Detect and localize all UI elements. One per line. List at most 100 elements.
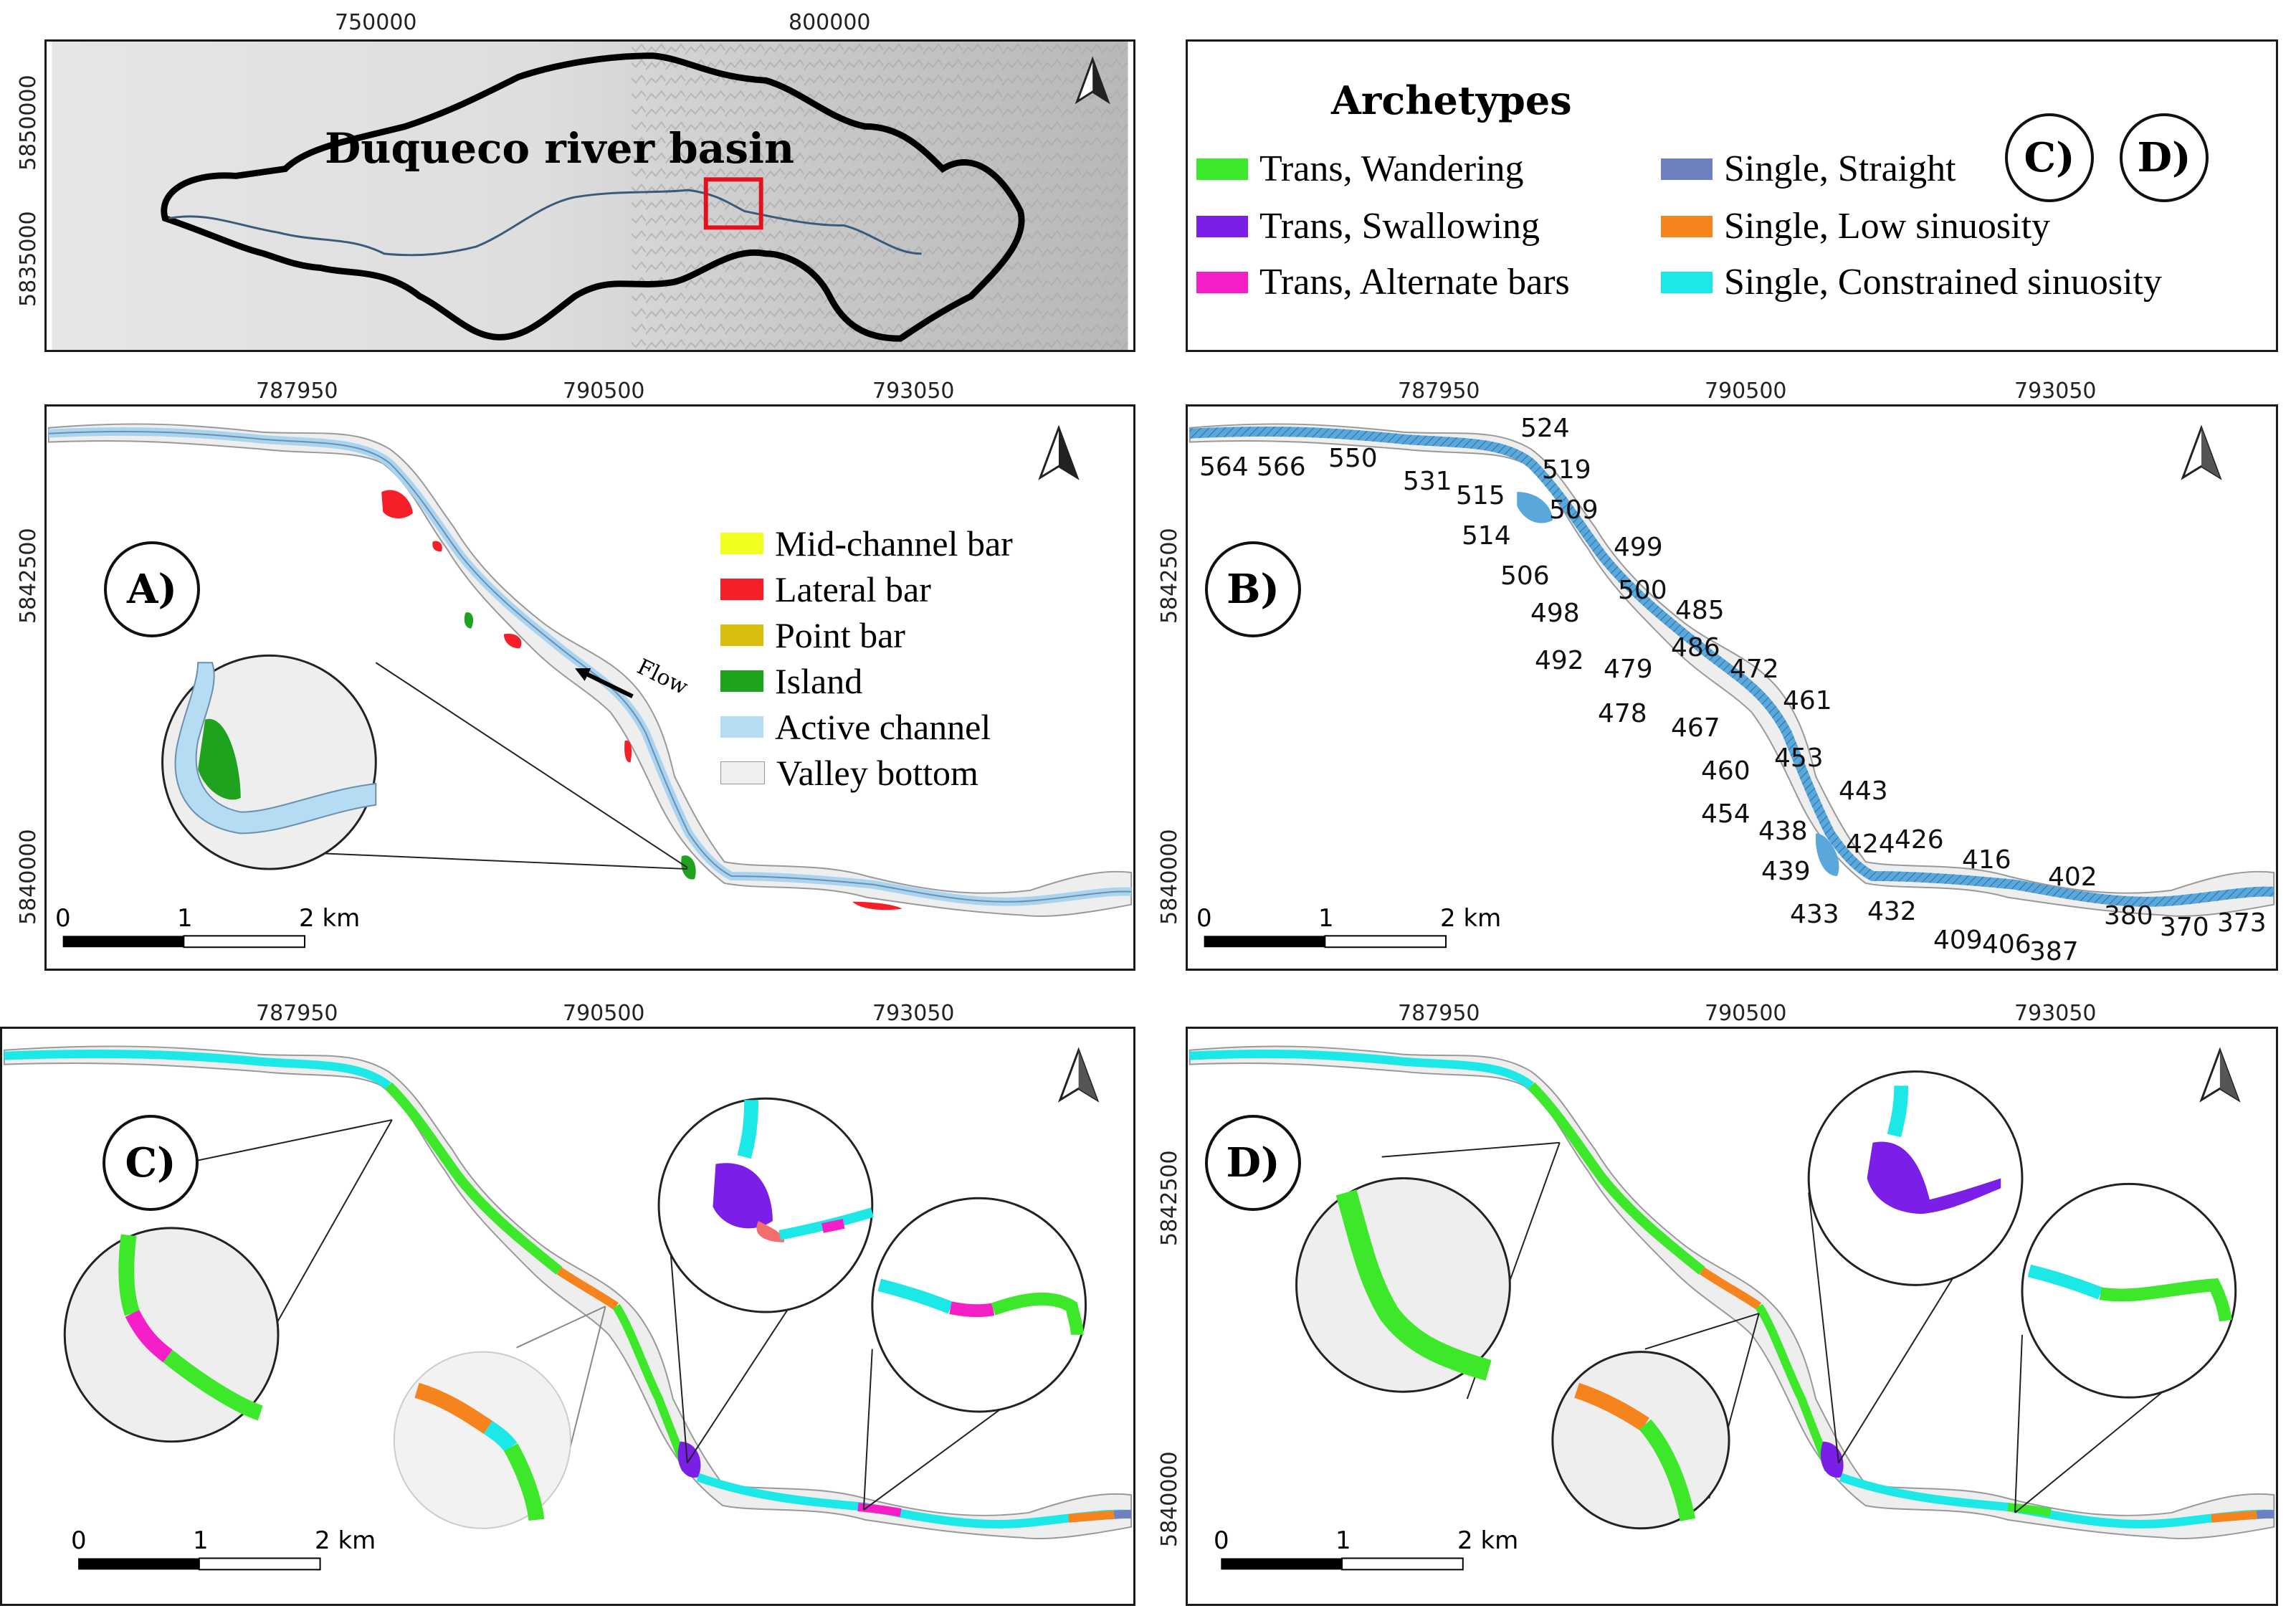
overview-y-tick: 5835000	[16, 211, 41, 307]
legend-swatch	[1661, 271, 1713, 293]
segment-label: 402	[2048, 862, 2097, 892]
segment-label: 486	[1671, 633, 1720, 662]
island	[464, 612, 474, 629]
panel-b: B) 564 566 550 531 524 519 515 509 514 4…	[1186, 404, 2278, 971]
legend-item-trans-alternate-bars: Trans, Alternate bars	[1196, 261, 1570, 303]
island	[681, 855, 696, 880]
segment-label: 409	[1933, 926, 1983, 955]
segment-label: 461	[1783, 686, 1832, 716]
scale-label: 0	[71, 1526, 87, 1555]
segment-label: 472	[1730, 655, 1779, 684]
segment-label: 550	[1328, 444, 1378, 473]
inset-channel-low-sinuosity	[1574, 1382, 1649, 1431]
panel-c: C) 0 1 2 km	[0, 1027, 1135, 1606]
segment-label: 509	[1549, 495, 1599, 525]
channel-straight	[1113, 1509, 1132, 1519]
segment-label: 438	[1758, 817, 1808, 846]
segment-label: 479	[1604, 655, 1653, 684]
zoom-leader-line	[1644, 1313, 1760, 1350]
north-arrow-icon	[2181, 424, 2222, 480]
panel-label-b: B)	[1205, 541, 1301, 637]
segment-label: 424	[1846, 829, 1895, 859]
panel-b-x-tick: 793050	[2014, 379, 2097, 404]
channel-low-sinuosity	[1068, 1510, 1115, 1523]
north-arrow-icon	[1057, 1047, 1100, 1103]
segment-label: 426	[1895, 825, 1944, 855]
segment-label: 453	[1774, 743, 1824, 773]
panel-c-x-tick: 793050	[872, 1001, 955, 1026]
segment-label: 454	[1701, 799, 1750, 829]
segment-label: 514	[1462, 521, 1511, 551]
inset-active-channel	[174, 662, 377, 835]
zoom-leader-line	[2014, 1334, 2023, 1513]
legend-title: Archetypes	[1331, 77, 1572, 123]
zoom-leader-line	[863, 1398, 1015, 1511]
overview-x-tick: 750000	[335, 10, 417, 35]
channel-alternate-bars	[857, 1503, 902, 1517]
segment-label: 443	[1839, 776, 1888, 806]
scale-label: 2 km	[315, 1526, 376, 1555]
panel-a-x-tick: 793050	[872, 379, 955, 404]
legend-item-trans-wandering: Trans, Wandering	[1196, 148, 1523, 190]
legend-item-single-low-sinuosity: Single, Low sinuosity	[1661, 205, 2050, 247]
channel-wandering	[384, 1082, 563, 1275]
panel-d-y-tick: 5840000	[1157, 1451, 1182, 1547]
panel-d-x-tick: 793050	[2014, 1001, 2097, 1026]
scale-bar	[1221, 1557, 1464, 1571]
legend-swatch	[720, 533, 763, 554]
segment-label: 499	[1614, 533, 1663, 562]
legend-item-single-constrained-sinuosity: Single, Constrained sinuosity	[1661, 261, 2162, 303]
zoom-leader-line	[375, 662, 688, 868]
panel-a-map	[47, 423, 1133, 949]
scale-bar	[1204, 935, 1447, 949]
lateral-bar	[432, 541, 442, 552]
panel-c-map	[3, 1045, 1133, 1571]
overview-y-tick: 5850000	[16, 75, 41, 171]
segment-label: 416	[1962, 845, 2011, 875]
segment-label: 515	[1456, 481, 1505, 510]
legend-swatch	[1661, 158, 1713, 180]
channel-wandering	[2007, 1503, 2052, 1517]
inset-channel-wandering	[991, 1292, 1084, 1336]
duqueco-river	[168, 189, 922, 257]
flow-arrow-icon	[575, 667, 634, 699]
zoom-leader-line	[566, 1306, 606, 1463]
legend-swatch	[1661, 215, 1713, 237]
panel-b-x-tick: 790500	[1705, 379, 1787, 404]
segment-label: 566	[1257, 452, 1306, 482]
legend-item-valley-bottom: Valley bottom	[720, 752, 978, 794]
channel-constrained-sinuosity	[4, 1049, 391, 1090]
legend-circle-label-d: D)	[2120, 113, 2209, 202]
wide-segment	[1815, 833, 1839, 876]
study-area-box	[703, 177, 763, 230]
segmented-channel-hatch	[1189, 426, 2274, 907]
inset-channel-swallowing	[1867, 1141, 2001, 1214]
scale-label: 1	[193, 1526, 209, 1555]
inset-channel-constrained-sinuosity	[483, 1420, 518, 1453]
lateral-bar	[624, 740, 632, 763]
panel-label-a: A)	[104, 541, 200, 637]
lateral-bar	[503, 633, 522, 649]
zoom-leader-line	[2014, 1384, 2173, 1513]
channel-low-sinuosity	[2211, 1510, 2257, 1523]
inset-channel-swallowing	[713, 1163, 773, 1229]
inset-channel-wandering	[1639, 1419, 1696, 1522]
panel-a-x-tick: 790500	[563, 379, 645, 404]
lateral-bar	[381, 490, 413, 519]
panel-label-d: D)	[1205, 1115, 1301, 1211]
segment-label: 460	[1701, 756, 1750, 786]
panel-a-y-tick: 5842500	[16, 528, 41, 624]
scale-label: 2 km	[1457, 1526, 1519, 1555]
segment-label: 467	[1671, 713, 1720, 743]
zoom-leader-line	[1808, 1192, 1839, 1463]
segment-label: 380	[2104, 901, 2153, 931]
panel-d: D) 0 1 2 km	[1186, 1027, 2278, 1606]
scale-label: 2 km	[299, 904, 361, 933]
inset-channel-constrained-sinuosity	[877, 1278, 953, 1314]
panel-d-map	[1189, 1045, 2275, 1571]
inset-channel-wandering	[163, 1350, 263, 1421]
zoom-leader-line	[516, 1306, 606, 1349]
panel-b-y-tick: 5840000	[1157, 829, 1182, 925]
channel-constrained-sinuosity	[1189, 1049, 1534, 1090]
zoom-leader-line	[254, 850, 688, 870]
